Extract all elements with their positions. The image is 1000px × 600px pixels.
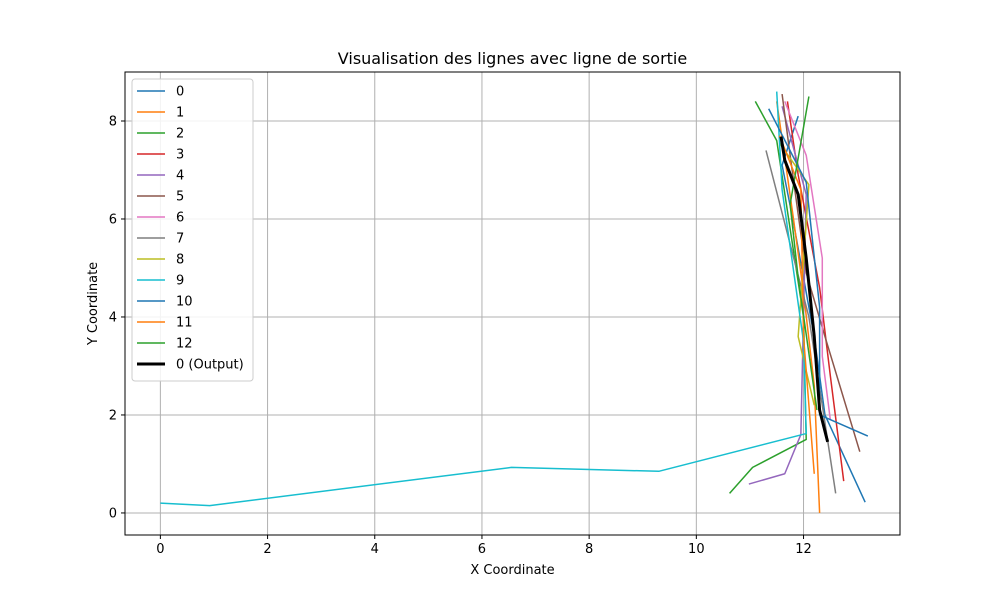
grid <box>125 72 900 535</box>
legend-label-4: 4 <box>176 169 184 184</box>
axis-ticks: 0 2 4 6 8 10 12 0 2 4 6 8 <box>109 114 812 557</box>
legend-label-1: 1 <box>176 106 184 121</box>
y-tick-label: 0 <box>109 506 117 521</box>
legend-label-8: 8 <box>176 253 184 268</box>
legend-label-12: 12 <box>176 337 193 352</box>
legend-label-3: 3 <box>176 148 184 163</box>
x-tick-label: 6 <box>478 542 486 557</box>
series-line-9 <box>160 91 807 507</box>
x-tick-label: 0 <box>156 542 164 557</box>
plot-frame <box>124 71 901 536</box>
x-axis-title: X Coordinate <box>470 563 554 578</box>
series-line-11 <box>778 135 815 474</box>
x-tick-label: 12 <box>795 542 812 557</box>
y-axis-title: Y Coordinate <box>86 262 101 346</box>
legend-label-11: 11 <box>176 316 193 331</box>
chart-title: Visualisation des lignes avec ligne de s… <box>338 49 687 68</box>
legend-label-6: 6 <box>176 211 184 226</box>
legend-label-7: 7 <box>176 232 184 247</box>
y-tick-label: 8 <box>109 114 117 129</box>
series-line-6 <box>784 101 832 420</box>
x-tick-label: 8 <box>585 542 593 557</box>
x-tick-label: 10 <box>688 542 705 557</box>
x-tick-label: 4 <box>371 542 379 557</box>
legend-label-5: 5 <box>176 190 184 205</box>
legend-label-0: 0 <box>176 85 184 100</box>
plot-series <box>160 91 869 513</box>
legend-label-13: 0 (Output) <box>176 358 244 373</box>
legend-label-10: 10 <box>176 295 193 310</box>
y-tick-label: 4 <box>109 310 117 325</box>
legend-label-9: 9 <box>176 274 184 289</box>
y-tick-label: 2 <box>109 408 117 423</box>
series-line-13 <box>779 136 830 443</box>
y-tick-label: 6 <box>109 212 117 227</box>
series-line-10 <box>768 108 869 437</box>
legend-label-2: 2 <box>176 127 184 142</box>
x-tick-label: 2 <box>263 542 271 557</box>
series-line-12 <box>789 96 818 411</box>
